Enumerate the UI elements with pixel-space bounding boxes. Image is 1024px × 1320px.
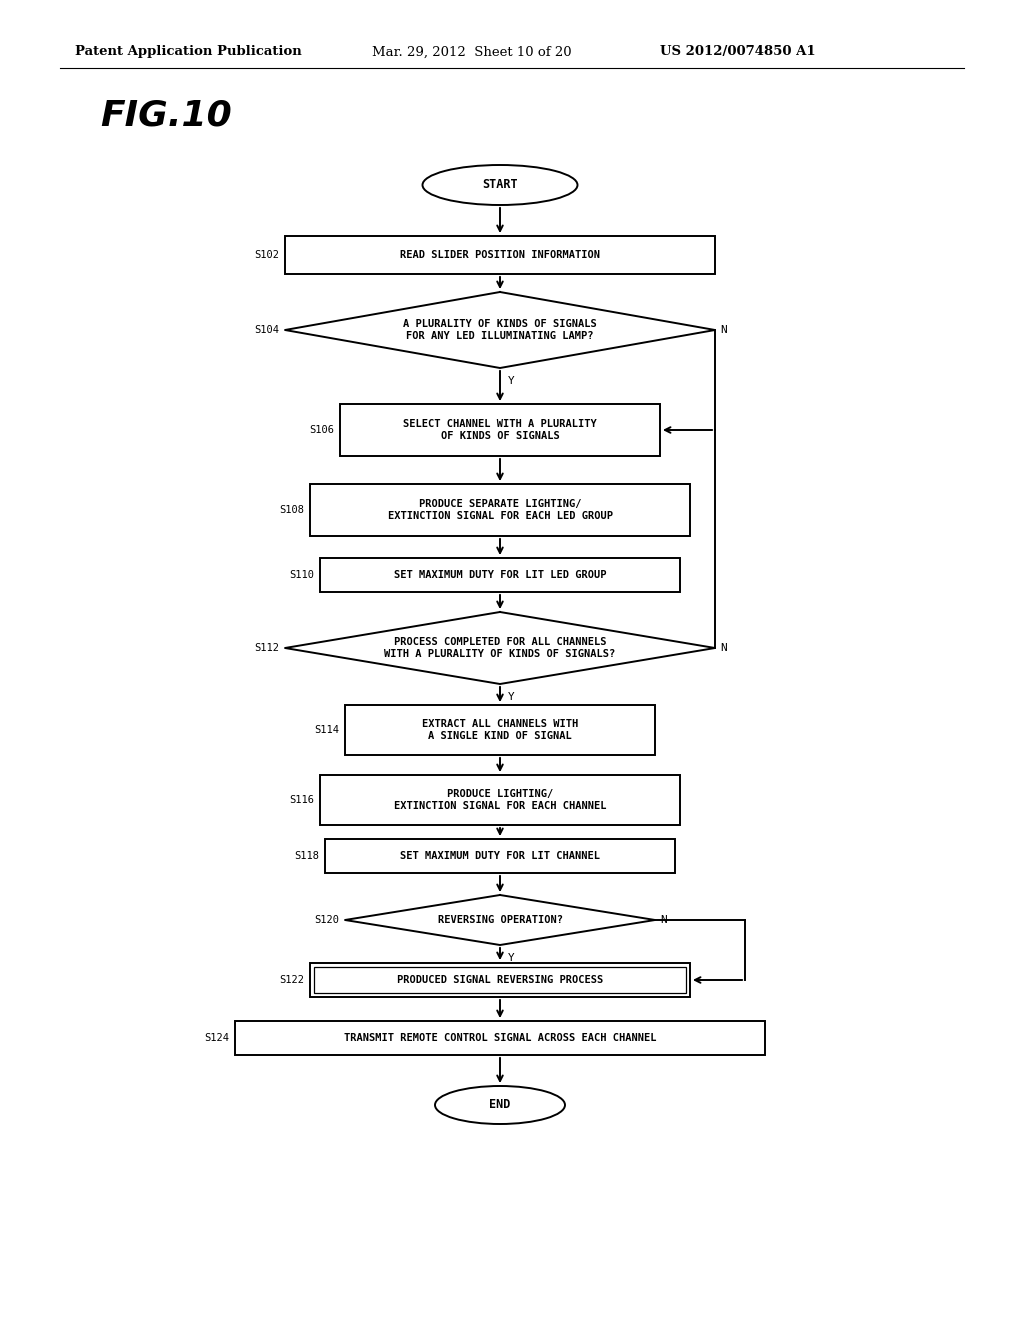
Text: S106: S106 (309, 425, 334, 436)
FancyBboxPatch shape (340, 404, 660, 455)
Text: US 2012/0074850 A1: US 2012/0074850 A1 (660, 45, 816, 58)
Text: FIG.10: FIG.10 (100, 98, 231, 132)
Text: Mar. 29, 2012  Sheet 10 of 20: Mar. 29, 2012 Sheet 10 of 20 (372, 45, 571, 58)
FancyBboxPatch shape (345, 705, 655, 755)
Text: N: N (720, 643, 727, 653)
Text: S122: S122 (279, 975, 304, 985)
Text: START: START (482, 178, 518, 191)
FancyBboxPatch shape (325, 840, 675, 873)
Text: Patent Application Publication: Patent Application Publication (75, 45, 302, 58)
Text: EXTRACT ALL CHANNELS WITH
A SINGLE KIND OF SIGNAL: EXTRACT ALL CHANNELS WITH A SINGLE KIND … (422, 719, 579, 741)
Text: S124: S124 (204, 1034, 229, 1043)
Polygon shape (285, 292, 715, 368)
Text: TRANSMIT REMOTE CONTROL SIGNAL ACROSS EACH CHANNEL: TRANSMIT REMOTE CONTROL SIGNAL ACROSS EA… (344, 1034, 656, 1043)
Text: REVERSING OPERATION?: REVERSING OPERATION? (437, 915, 562, 925)
Text: S112: S112 (254, 643, 279, 653)
Polygon shape (285, 612, 715, 684)
Text: Y: Y (508, 953, 515, 964)
Text: PRODUCE SEPARATE LIGHTING/
EXTINCTION SIGNAL FOR EACH LED GROUP: PRODUCE SEPARATE LIGHTING/ EXTINCTION SI… (387, 499, 612, 521)
Text: S108: S108 (279, 506, 304, 515)
FancyBboxPatch shape (310, 484, 690, 536)
Text: SELECT CHANNEL WITH A PLURALITY
OF KINDS OF SIGNALS: SELECT CHANNEL WITH A PLURALITY OF KINDS… (403, 420, 597, 441)
Text: N: N (720, 325, 727, 335)
Text: S102: S102 (254, 249, 279, 260)
FancyBboxPatch shape (234, 1020, 765, 1055)
Text: S120: S120 (314, 915, 339, 925)
Text: S118: S118 (294, 851, 319, 861)
Text: SET MAXIMUM DUTY FOR LIT CHANNEL: SET MAXIMUM DUTY FOR LIT CHANNEL (400, 851, 600, 861)
Text: S104: S104 (254, 325, 279, 335)
Text: SET MAXIMUM DUTY FOR LIT LED GROUP: SET MAXIMUM DUTY FOR LIT LED GROUP (394, 570, 606, 579)
Text: S116: S116 (289, 795, 314, 805)
FancyBboxPatch shape (319, 558, 680, 591)
Text: PROCESS COMPLETED FOR ALL CHANNELS
WITH A PLURALITY OF KINDS OF SIGNALS?: PROCESS COMPLETED FOR ALL CHANNELS WITH … (384, 638, 615, 659)
Text: N: N (660, 915, 667, 925)
FancyBboxPatch shape (285, 236, 715, 275)
Text: S110: S110 (289, 570, 314, 579)
Ellipse shape (423, 165, 578, 205)
Text: READ SLIDER POSITION INFORMATION: READ SLIDER POSITION INFORMATION (400, 249, 600, 260)
Text: END: END (489, 1098, 511, 1111)
Text: Y: Y (508, 376, 515, 385)
FancyBboxPatch shape (319, 775, 680, 825)
FancyBboxPatch shape (310, 964, 690, 997)
Polygon shape (345, 895, 655, 945)
Text: Y: Y (508, 692, 515, 702)
Ellipse shape (435, 1086, 565, 1125)
Text: S114: S114 (314, 725, 339, 735)
Text: PRODUCE LIGHTING/
EXTINCTION SIGNAL FOR EACH CHANNEL: PRODUCE LIGHTING/ EXTINCTION SIGNAL FOR … (394, 789, 606, 810)
Text: PRODUCED SIGNAL REVERSING PROCESS: PRODUCED SIGNAL REVERSING PROCESS (397, 975, 603, 985)
Text: A PLURALITY OF KINDS OF SIGNALS
FOR ANY LED ILLUMINATING LAMP?: A PLURALITY OF KINDS OF SIGNALS FOR ANY … (403, 319, 597, 341)
